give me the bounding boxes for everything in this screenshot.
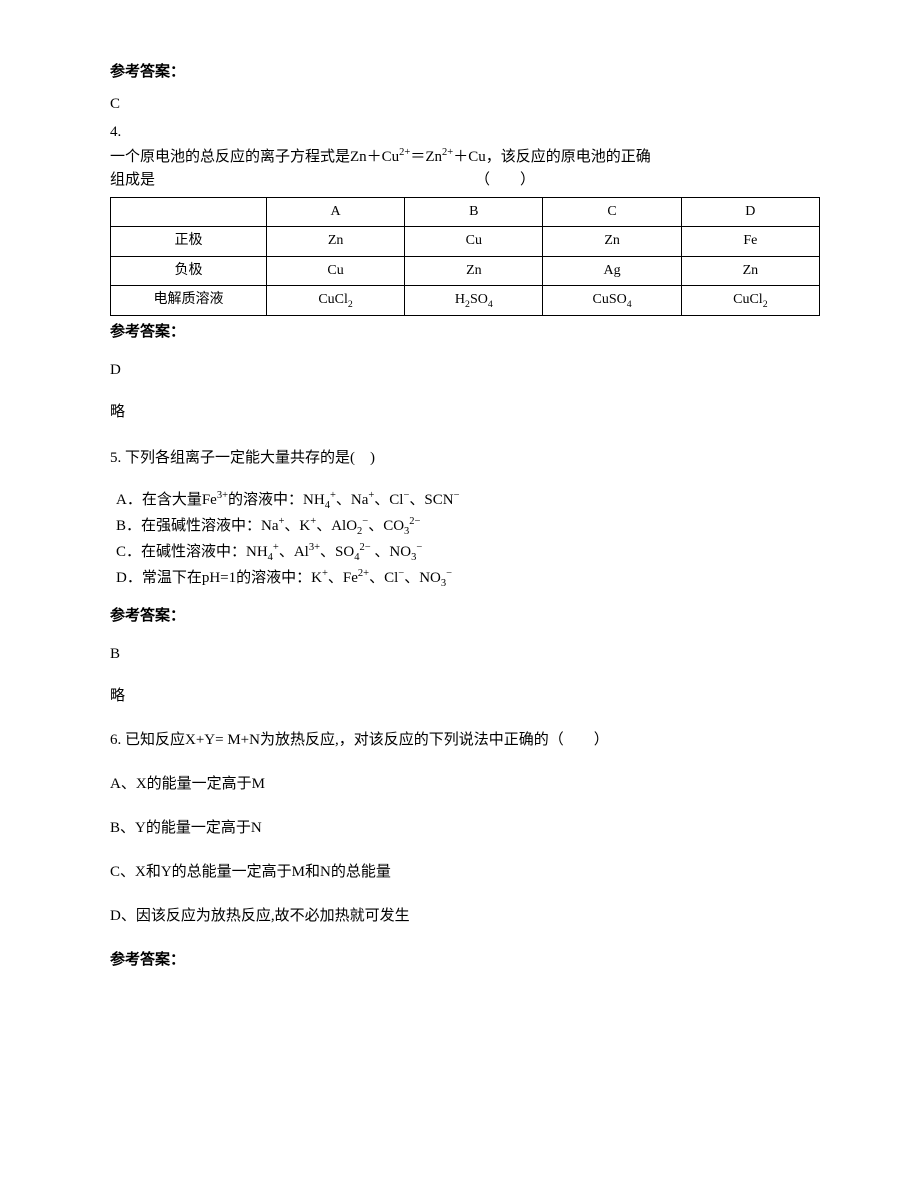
cell-a-elec-sub: 2 xyxy=(348,299,353,310)
cell-b-elec-p: H xyxy=(455,292,465,307)
q3-answer: C xyxy=(110,92,820,116)
q5b-s4: 2− xyxy=(409,516,420,527)
q5-brief: 略 xyxy=(110,684,820,708)
col-b-header: B xyxy=(405,198,543,227)
q5d-sb1: 3 xyxy=(441,578,446,589)
q5b-m1: 、K xyxy=(284,518,310,534)
q5-option-b: B．在强碱性溶液中：Na+、K+、AlO2−、CO32− xyxy=(116,514,820,538)
q5c-m1: 、Al xyxy=(279,544,309,560)
q5c-s2: 3+ xyxy=(309,542,320,553)
q4-table: A B C D 正极 Zn Cu Zn Fe 负极 Cu Zn Ag Zn 电解… xyxy=(110,197,820,316)
q5-stem: 5. 下列各组离子一定能大量共存的是( ) xyxy=(110,446,820,470)
cell-b-cathode: Cu xyxy=(405,227,543,256)
q5-options: A．在含大量Fe3+的溶液中：NH4+、Na+、Cl−、SCN− B．在强碱性溶… xyxy=(116,488,820,590)
col-c-header: C xyxy=(543,198,681,227)
q4-stem-part1: 一个原电池的总反应的离子方程式是Zn＋Cu xyxy=(110,149,399,165)
q5d-s4: − xyxy=(446,568,452,579)
cell-b-electrolyte: H2SO4 xyxy=(405,286,543,315)
q5c-m3: 、NO xyxy=(371,544,411,560)
q5d-m2: 、Cl xyxy=(369,570,398,586)
q5a-p: A．在含大量Fe xyxy=(116,492,217,508)
cell-b-elec-m: SO xyxy=(470,292,488,307)
q4-sup2: 2+ xyxy=(442,147,453,158)
col-d-header: D xyxy=(681,198,819,227)
cell-a-electrolyte: CuCl2 xyxy=(266,286,404,315)
q4-answer: D xyxy=(110,358,820,382)
q5a-m1: 的溶液中：NH xyxy=(228,492,325,508)
q5a-m3: 、Cl xyxy=(374,492,403,508)
answer-heading-q4: 参考答案： xyxy=(110,320,820,344)
q4-sup1: 2+ xyxy=(399,147,410,158)
q4-stem: 一个原电池的总反应的离子方程式是Zn＋Cu2+＝Zn2+＋Cu，该反应的原电池的… xyxy=(110,146,820,191)
q5a-m4: 、SCN xyxy=(409,492,453,508)
cell-d-elec-base: CuCl xyxy=(733,292,763,307)
q4-stem-part4b: （ ） xyxy=(475,172,535,188)
cell-a-cathode: Zn xyxy=(266,227,404,256)
q6-stem: 6. 已知反应X+Y= M+N为放热反应,，对该反应的下列说法中正确的（ ） xyxy=(110,728,820,752)
row-header-cathode: 正极 xyxy=(111,227,267,256)
q5c-m2: 、SO xyxy=(320,544,354,560)
q6-option-b: B、Y的能量一定高于N xyxy=(110,816,820,840)
q5d-m1: 、Fe xyxy=(328,570,358,586)
q4-stem-part4a: 组成是 xyxy=(110,172,155,188)
q5c-s3: 2− xyxy=(359,542,370,553)
q4-number: 4. xyxy=(110,120,820,144)
cell-a-elec-base: CuCl xyxy=(318,292,348,307)
table-corner xyxy=(111,198,267,227)
table-header-row: A B C D xyxy=(111,198,820,227)
cell-c-elec-sub: 4 xyxy=(627,299,632,310)
cell-d-cathode: Fe xyxy=(681,227,819,256)
cell-c-elec-base: CuSO xyxy=(593,292,627,307)
table-row-cathode: 正极 Zn Cu Zn Fe xyxy=(111,227,820,256)
q5b-sb2: 3 xyxy=(404,526,409,537)
col-a-header: A xyxy=(266,198,404,227)
answer-heading-q6: 参考答案： xyxy=(110,948,820,972)
row-header-anode: 负极 xyxy=(111,256,267,285)
q5d-p: D．常温下在pH=1的溶液中：K xyxy=(116,570,322,586)
q5b-sb1: 2 xyxy=(357,526,362,537)
q5c-s4: − xyxy=(416,542,422,553)
q5a-sb1: 4 xyxy=(325,500,330,511)
q5a-m2: 、Na xyxy=(336,492,369,508)
q5c-sb2: 4 xyxy=(354,552,359,563)
table-row-anode: 负极 Cu Zn Ag Zn xyxy=(111,256,820,285)
q5d-s2: 2+ xyxy=(358,568,369,579)
q4-stem-part2: ＝Zn xyxy=(410,149,442,165)
cell-a-anode: Cu xyxy=(266,256,404,285)
cell-c-cathode: Zn xyxy=(543,227,681,256)
q5-answer: B xyxy=(110,642,820,666)
q4-brief: 略 xyxy=(110,400,820,424)
row-header-electrolyte: 电解质溶液 xyxy=(111,286,267,315)
q5b-p: B．在强碱性溶液中：Na xyxy=(116,518,279,534)
q5c-sb1: 4 xyxy=(268,552,273,563)
cell-d-electrolyte: CuCl2 xyxy=(681,286,819,315)
q5b-m2: 、AlO xyxy=(316,518,357,534)
cell-c-anode: Ag xyxy=(543,256,681,285)
cell-d-elec-sub: 2 xyxy=(763,299,768,310)
q5-option-a: A．在含大量Fe3+的溶液中：NH4+、Na+、Cl−、SCN− xyxy=(116,488,820,512)
cell-b-anode: Zn xyxy=(405,256,543,285)
q6-option-a: A、X的能量一定高于M xyxy=(110,772,820,796)
answer-heading-q5: 参考答案： xyxy=(110,604,820,628)
q5b-m3: 、CO xyxy=(368,518,404,534)
cell-d-anode: Zn xyxy=(681,256,819,285)
q5-option-c: C．在碱性溶液中：NH4+、Al3+、SO42− 、NO3− xyxy=(116,540,820,564)
q6-option-d: D、因该反应为放热反应,故不必加热就可发生 xyxy=(110,904,820,928)
q6-option-c: C、X和Y的总能量一定高于M和N的总能量 xyxy=(110,860,820,884)
q5a-s1: 3+ xyxy=(217,490,228,501)
q5c-p: C．在碱性溶液中：NH xyxy=(116,544,268,560)
table-row-electrolyte: 电解质溶液 CuCl2 H2SO4 CuSO4 CuCl2 xyxy=(111,286,820,315)
answer-heading-q3: 参考答案： xyxy=(110,60,820,84)
q5-option-d: D．常温下在pH=1的溶液中：K+、Fe2+、Cl−、NO3− xyxy=(116,566,820,590)
q4-stem-part3: ＋Cu，该反应的原电池的正确 xyxy=(453,149,651,165)
q5d-m3: 、NO xyxy=(404,570,441,586)
cell-b-elec-s2: 4 xyxy=(488,299,493,310)
q5a-s5: − xyxy=(454,490,460,501)
q5c-sb3: 3 xyxy=(411,552,416,563)
cell-c-electrolyte: CuSO4 xyxy=(543,286,681,315)
